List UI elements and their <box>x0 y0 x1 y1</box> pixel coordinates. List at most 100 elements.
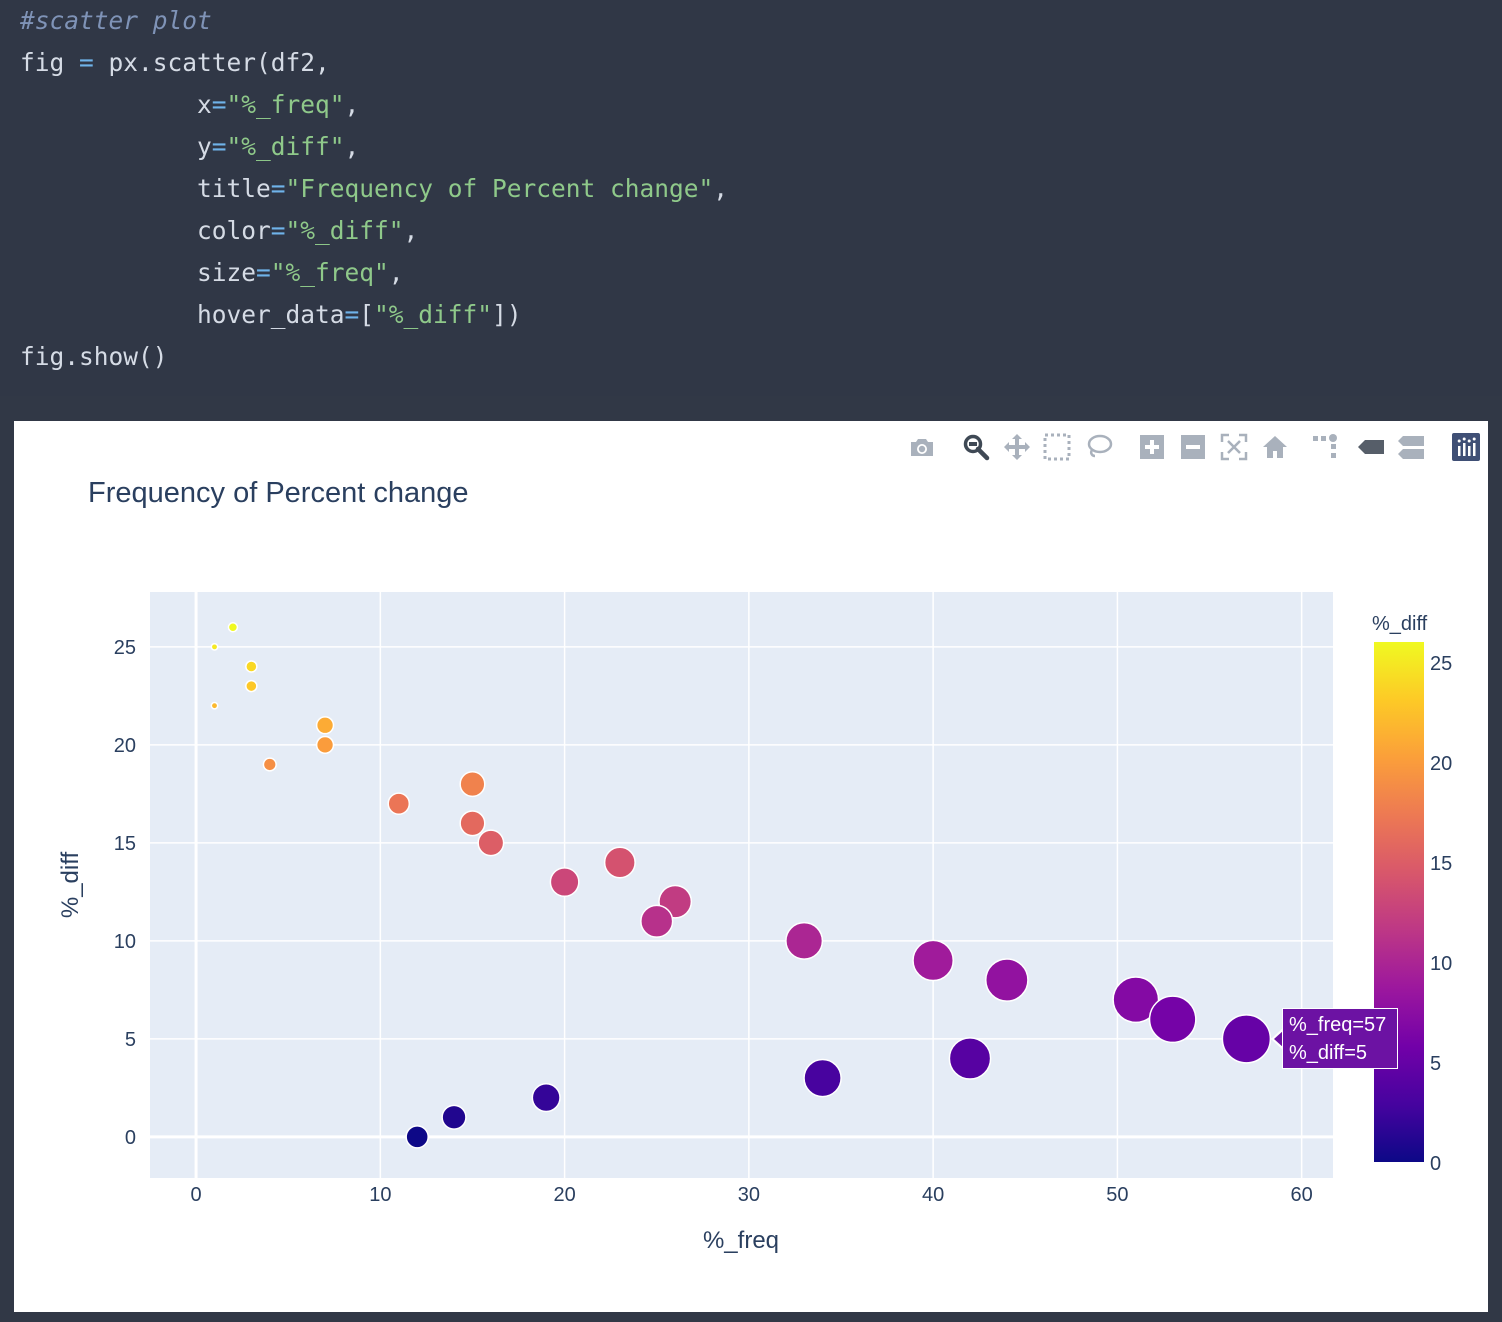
code-token: = <box>270 216 286 245</box>
code-token: "%_diff" <box>285 216 404 245</box>
code-token: y <box>20 132 212 161</box>
scatter-point[interactable] <box>387 792 411 815</box>
tooltip-arrow-inner <box>1274 1030 1284 1048</box>
code-token: = <box>211 90 227 119</box>
code-token: = <box>270 174 286 203</box>
y-tick-label: 10 <box>114 931 136 953</box>
code-token: fig.show() <box>20 342 168 371</box>
scatter-point[interactable] <box>803 1058 842 1098</box>
code-token: , <box>344 132 360 161</box>
x-tick-label: 50 <box>1106 1184 1128 1206</box>
x-tick-label: 40 <box>922 1184 944 1206</box>
colorbar-ticks: 0 5 10 15 20 25 <box>1430 653 1452 1175</box>
scatter-points[interactable] <box>210 622 1272 1149</box>
colorbar-tick-label: 5 <box>1430 1053 1441 1075</box>
y-axis-ticks: 0 5 10 15 20 25 <box>114 637 136 1149</box>
reset-axes-button[interactable] <box>1257 429 1293 465</box>
code-line: size="%_freq", <box>20 252 404 294</box>
y-tick-label: 5 <box>125 1029 136 1051</box>
lasso-select-button[interactable] <box>1081 429 1117 465</box>
code-token: "%_diff" <box>226 132 345 161</box>
colorbar-tick-label: 0 <box>1430 1153 1441 1175</box>
code-token: "%_freq" <box>226 90 345 119</box>
colorbar-tick-label: 25 <box>1430 653 1452 675</box>
zoom-button[interactable] <box>958 429 994 465</box>
code-line: fig = px.scatter(df2, <box>20 42 330 84</box>
colorbar-title: %_diff <box>1372 613 1428 635</box>
code-line: x="%_freq", <box>20 84 359 126</box>
scatter-point[interactable] <box>603 846 636 879</box>
zoom-icon <box>962 433 990 461</box>
code-token: "Frequency of Percent change" <box>285 174 714 203</box>
zoom-out-button[interactable] <box>1175 429 1211 465</box>
scatter-point[interactable] <box>210 642 219 651</box>
code-line: title="Frequency of Percent change", <box>20 168 728 210</box>
code-token: = <box>79 48 94 77</box>
scatter-point[interactable] <box>985 958 1029 1002</box>
zoom-in-button[interactable] <box>1134 429 1170 465</box>
scatter-point[interactable] <box>227 622 239 633</box>
hover-closest-icon <box>1356 433 1386 461</box>
scatter-point[interactable] <box>531 1083 561 1113</box>
scatter-point[interactable] <box>245 679 258 693</box>
scatter-point[interactable] <box>948 1037 992 1080</box>
plotly-logo-icon <box>1452 433 1480 461</box>
x-tick-label: 30 <box>738 1184 760 1206</box>
hover-closest-button[interactable] <box>1353 429 1389 465</box>
scatter-point[interactable] <box>1148 995 1197 1044</box>
y-tick-label: 25 <box>114 637 136 659</box>
pan-button[interactable] <box>999 429 1035 465</box>
scatter-point[interactable] <box>459 810 486 837</box>
code-token: x <box>20 90 212 119</box>
code-token: ]) <box>492 300 522 329</box>
scatter-point[interactable] <box>1112 976 1160 1024</box>
scatter-point[interactable] <box>245 660 258 673</box>
scatter-point[interactable] <box>1221 1014 1272 1064</box>
x-axis-ticks: 0 10 20 30 40 50 60 <box>191 1184 1313 1206</box>
code-line: #scatter plot <box>20 0 212 42</box>
scatter-point[interactable] <box>315 716 335 735</box>
spike-lines-button[interactable] <box>1307 429 1343 465</box>
code-token: "%_diff" <box>374 300 493 329</box>
autoscale-icon <box>1220 433 1248 461</box>
code-line: fig.show() <box>20 336 168 378</box>
autoscale-button[interactable] <box>1216 429 1252 465</box>
code-line: y="%_diff", <box>20 126 359 168</box>
scatter-point[interactable] <box>459 771 486 798</box>
code-line: hover_data=["%_diff"]) <box>20 294 522 336</box>
y-axis-label: %_diff <box>57 852 84 919</box>
code-token: = <box>344 300 360 329</box>
box-select-button[interactable] <box>1039 429 1075 465</box>
scatter-point[interactable] <box>549 867 580 898</box>
y-tick-label: 20 <box>114 735 136 757</box>
plot-area[interactable] <box>150 592 1333 1178</box>
x-tick-label: 20 <box>553 1184 575 1206</box>
x-tick-label: 60 <box>1291 1184 1313 1206</box>
code-token: = <box>211 132 227 161</box>
camera-button[interactable] <box>904 429 940 465</box>
code-token: = <box>256 258 271 287</box>
scatter-point[interactable] <box>315 735 335 755</box>
reset-axes-icon <box>1261 433 1289 461</box>
code-token: , <box>344 90 360 119</box>
colorbar-tick-label: 15 <box>1430 853 1452 875</box>
scatter-point[interactable] <box>912 939 954 982</box>
scatter-point[interactable] <box>477 829 505 857</box>
scatter-point[interactable] <box>210 701 219 710</box>
y-tick-label: 15 <box>114 833 136 855</box>
scatter-point[interactable] <box>405 1125 429 1149</box>
tooltip-line-freq: %_freq=57 <box>1289 1014 1387 1036</box>
plotly-logo-button[interactable] <box>1448 429 1484 465</box>
scatter-point[interactable] <box>441 1104 467 1130</box>
code-cell[interactable]: #scatter plot fig = px.scatter(df2, x="%_… <box>0 0 1502 396</box>
output-cell: Frequency of Percent change 0 10 20 30 40 50 6… <box>14 421 1488 1312</box>
scatter-point[interactable] <box>785 921 824 960</box>
code-token: , <box>713 174 729 203</box>
scatter-point[interactable] <box>262 757 277 772</box>
hover-compare-button[interactable] <box>1393 429 1429 465</box>
tooltip-line-diff: %_diff=5 <box>1289 1042 1368 1064</box>
code-token: px.scatter(df2, <box>93 48 330 77</box>
scatter-point[interactable] <box>640 904 674 938</box>
code-line: color="%_diff", <box>20 210 418 252</box>
